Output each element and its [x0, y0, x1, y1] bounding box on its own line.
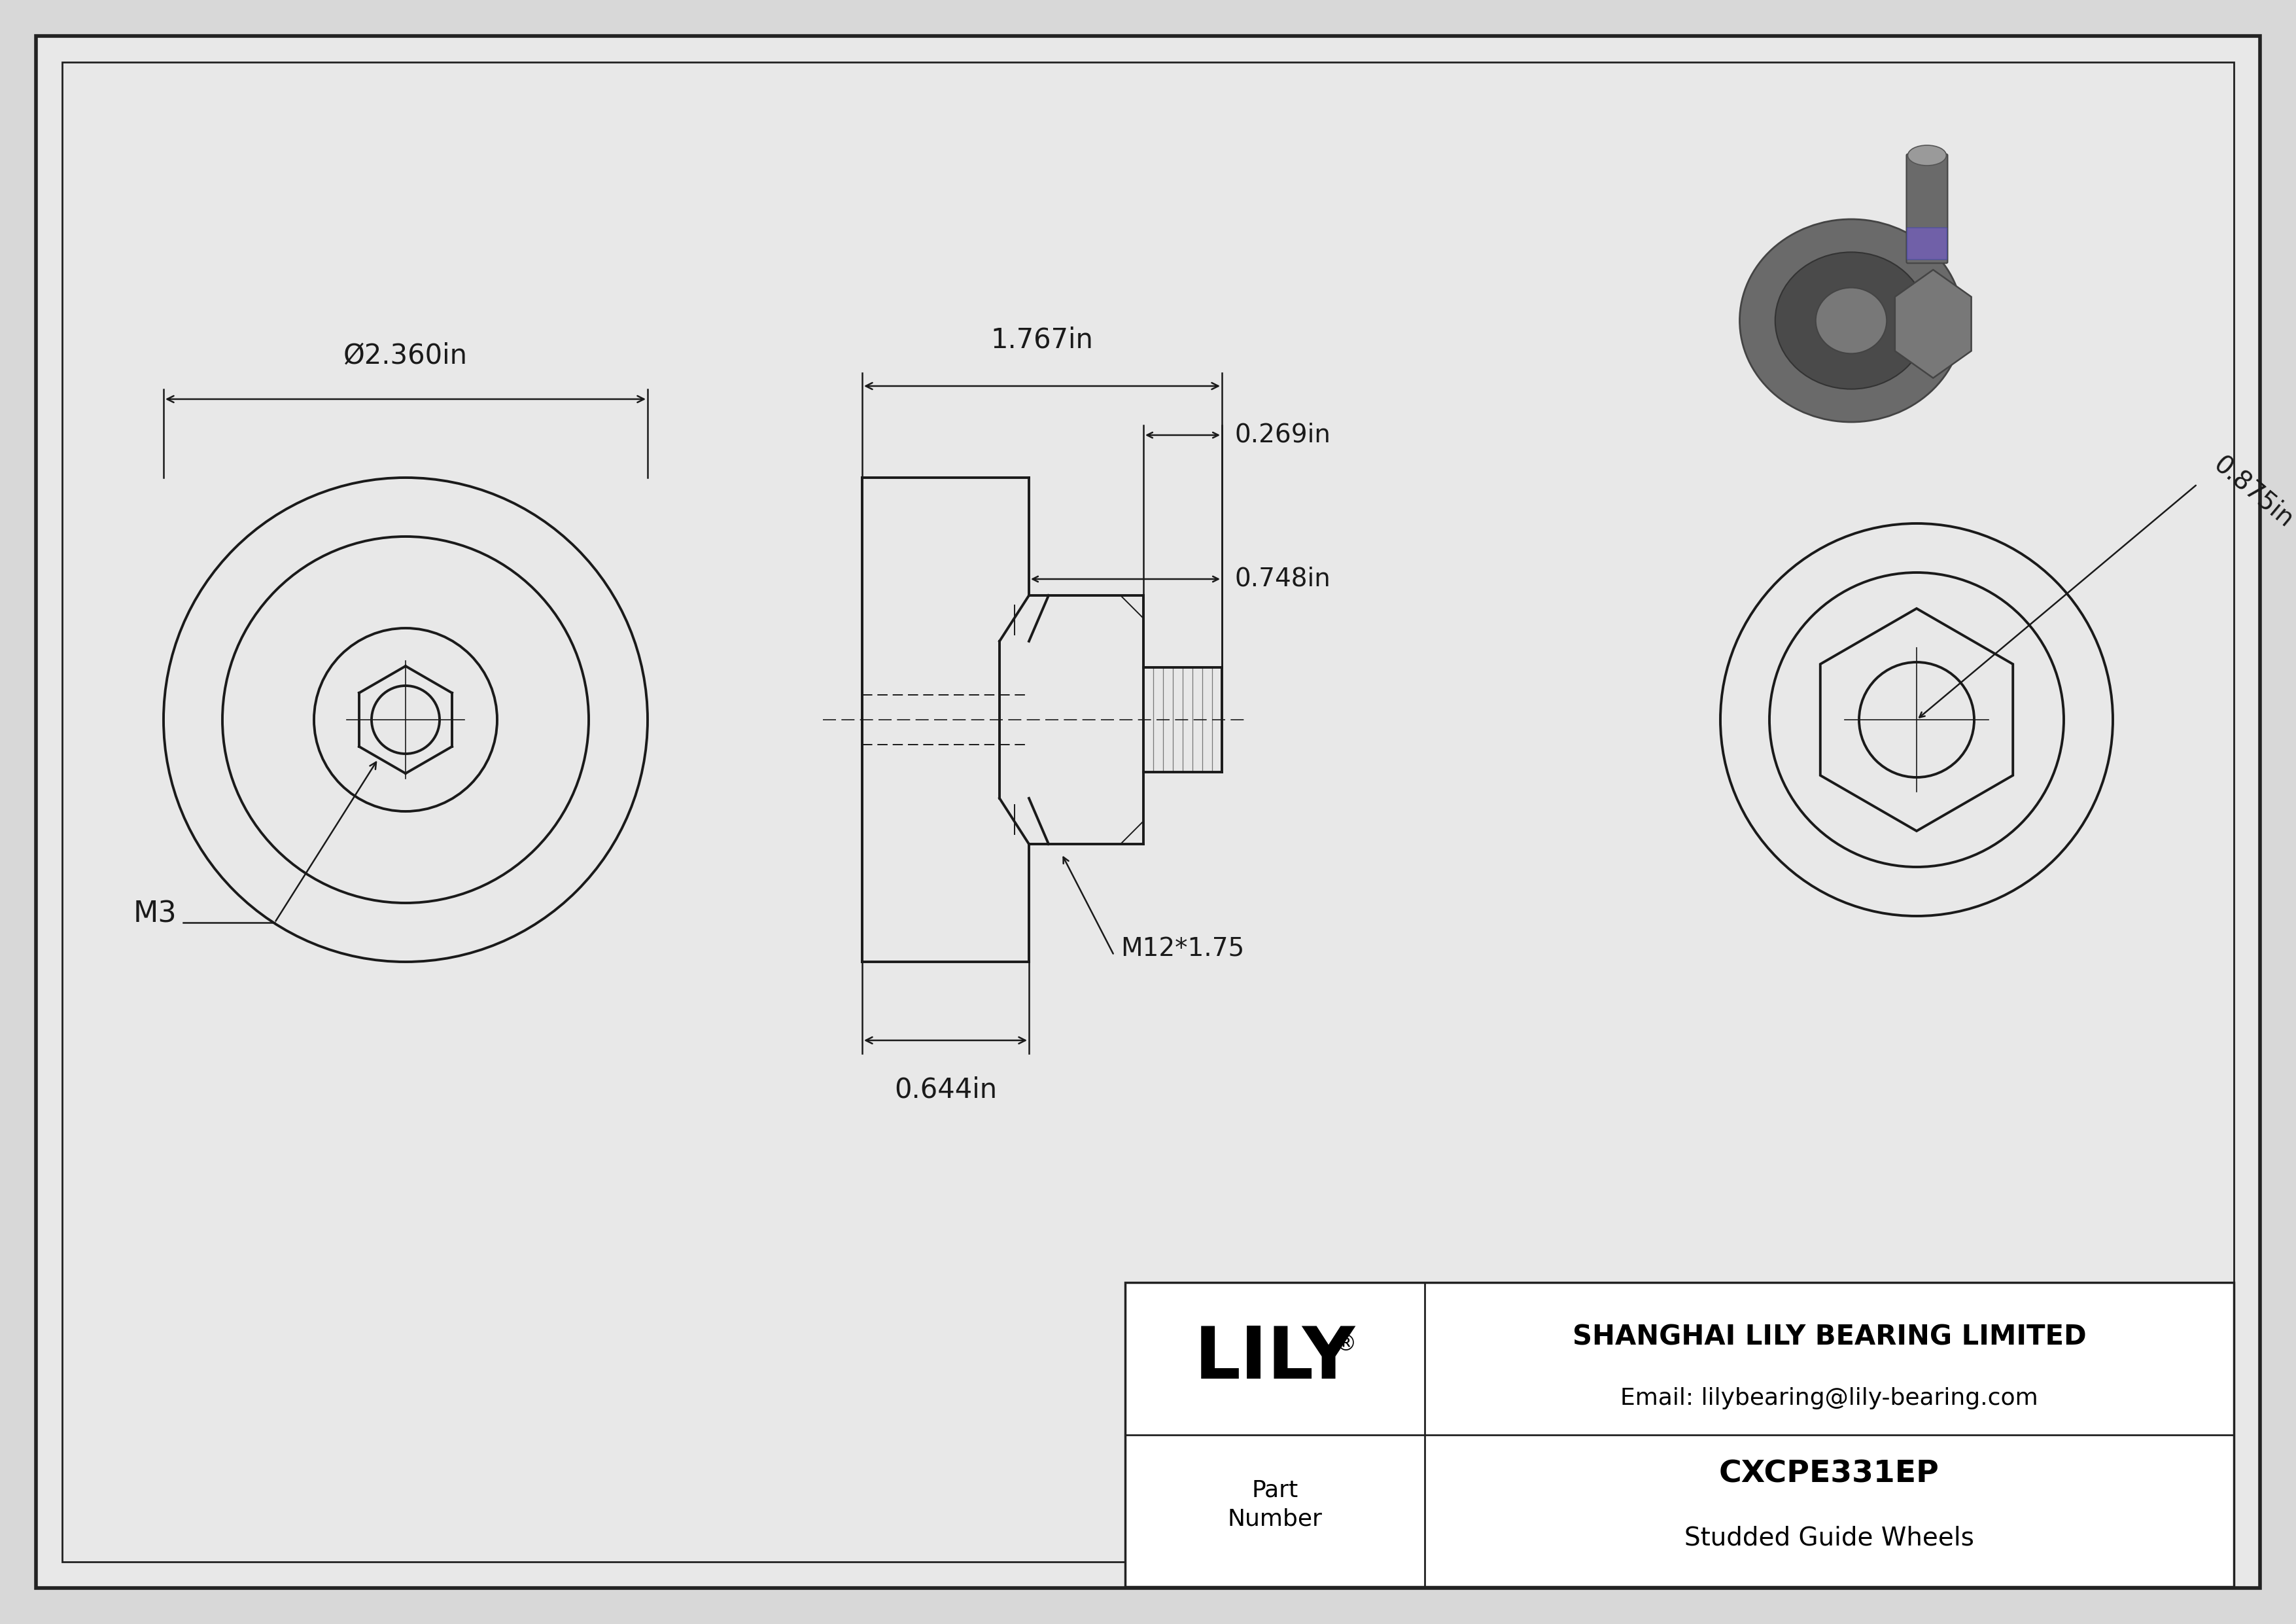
- Text: 0.269in: 0.269in: [1235, 422, 1332, 448]
- Ellipse shape: [1775, 252, 1926, 390]
- Text: LILY: LILY: [1194, 1324, 1355, 1393]
- Polygon shape: [1894, 270, 1972, 378]
- Text: M3: M3: [133, 900, 177, 927]
- Text: 0.748in: 0.748in: [1235, 567, 1332, 591]
- Text: ®: ®: [1334, 1333, 1357, 1354]
- Ellipse shape: [1740, 219, 1963, 422]
- Text: Ø2.360in: Ø2.360in: [344, 343, 468, 370]
- Bar: [1125, 1283, 2234, 1587]
- Text: Email: lilybearing@lily-bearing.com: Email: lilybearing@lily-bearing.com: [1621, 1387, 2039, 1410]
- Text: 1.767in: 1.767in: [990, 326, 1093, 354]
- FancyBboxPatch shape: [1906, 154, 1947, 263]
- Ellipse shape: [1816, 287, 1887, 354]
- Text: CXCPE331EP: CXCPE331EP: [1720, 1460, 1940, 1489]
- Text: 0.644in: 0.644in: [893, 1077, 996, 1104]
- Text: Studded Guide Wheels: Studded Guide Wheels: [1685, 1525, 1975, 1551]
- Ellipse shape: [1908, 145, 1947, 166]
- Text: 0.875in: 0.875in: [2209, 451, 2296, 533]
- Text: M12*1.75: M12*1.75: [1120, 937, 1244, 961]
- FancyBboxPatch shape: [1908, 227, 1947, 260]
- Text: SHANGHAI LILY BEARING LIMITED: SHANGHAI LILY BEARING LIMITED: [1573, 1324, 2087, 1351]
- Text: Part
Number: Part Number: [1228, 1479, 1322, 1530]
